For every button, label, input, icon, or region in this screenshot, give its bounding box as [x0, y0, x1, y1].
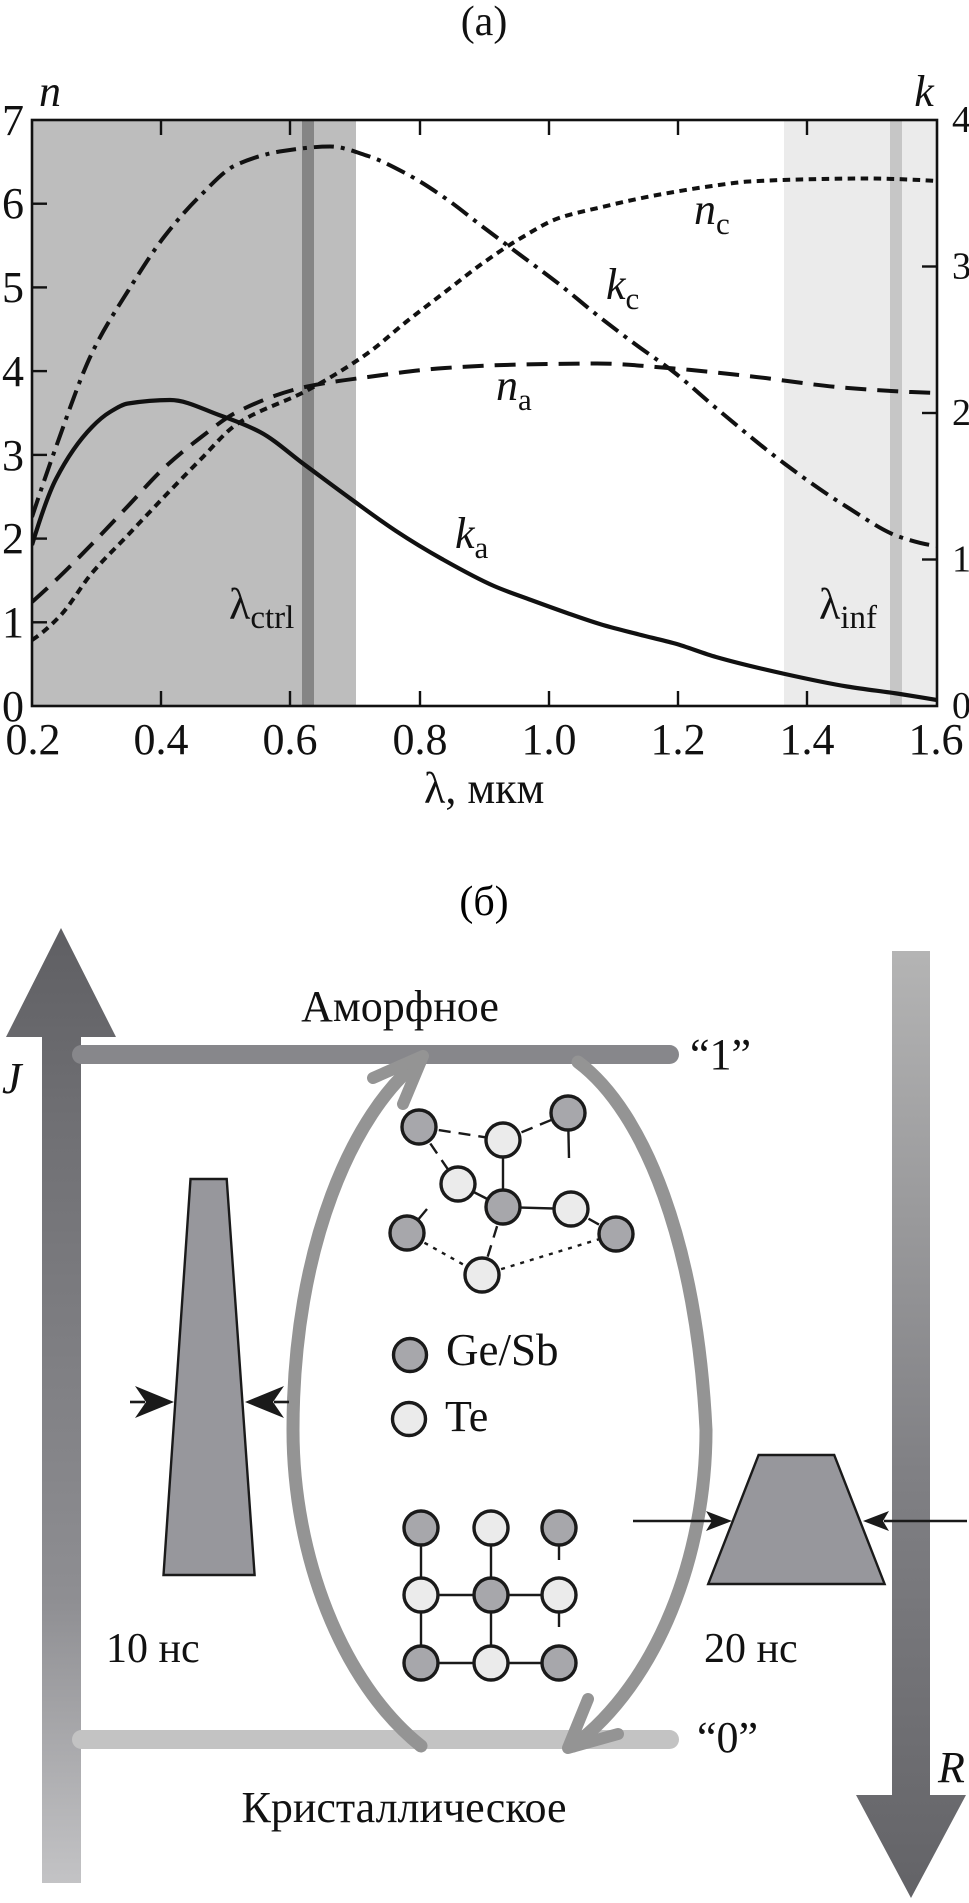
svg-text:1.2: 1.2	[651, 715, 706, 764]
svg-text:k: k	[914, 67, 935, 116]
svg-text:2: 2	[2, 514, 24, 563]
svg-text:5: 5	[2, 263, 24, 312]
svg-text:ka: ka	[455, 509, 489, 565]
svg-text:1.4: 1.4	[780, 715, 835, 764]
svg-text:1: 1	[952, 539, 969, 581]
svg-text:7: 7	[2, 96, 24, 145]
svg-text:2: 2	[952, 392, 969, 434]
svg-text:4: 4	[952, 99, 969, 141]
svg-text:3: 3	[952, 246, 969, 288]
svg-text:10 нс: 10 нс	[106, 1626, 200, 1672]
svg-text:0.4: 0.4	[134, 715, 189, 764]
svg-text:(б): (б)	[459, 879, 508, 925]
svg-text:Аморфное: Аморфное	[301, 982, 499, 1031]
svg-text:Кристаллическое: Кристаллическое	[241, 1783, 566, 1832]
svg-text:1.6: 1.6	[909, 715, 964, 764]
svg-text:0: 0	[952, 685, 969, 727]
svg-text:Te: Te	[445, 1392, 488, 1441]
svg-text:λ, мкм: λ, мкм	[424, 764, 544, 813]
svg-text:(а): (а)	[461, 0, 508, 45]
svg-text:6: 6	[2, 179, 24, 228]
svg-text:“1”: “1”	[690, 1030, 751, 1079]
svg-text:0.2: 0.2	[6, 715, 61, 764]
svg-text:R: R	[937, 1743, 965, 1792]
svg-text:“0”: “0”	[697, 1713, 758, 1762]
svg-text:4: 4	[2, 347, 24, 396]
svg-text:0.6: 0.6	[263, 715, 318, 764]
svg-text:Ge/Sb: Ge/Sb	[446, 1325, 559, 1375]
svg-text:J: J	[2, 1054, 24, 1103]
svg-text:na: na	[496, 361, 532, 417]
svg-text:kc: kc	[606, 260, 639, 316]
svg-text:0: 0	[2, 682, 24, 731]
svg-text:20 нс: 20 нс	[704, 1626, 798, 1672]
svg-text:3: 3	[2, 431, 24, 480]
svg-text:1.0: 1.0	[522, 715, 577, 764]
svg-text:1: 1	[2, 598, 24, 647]
svg-text:0.8: 0.8	[393, 715, 448, 764]
svg-text:n: n	[39, 67, 61, 116]
svg-text:nc: nc	[694, 185, 730, 241]
